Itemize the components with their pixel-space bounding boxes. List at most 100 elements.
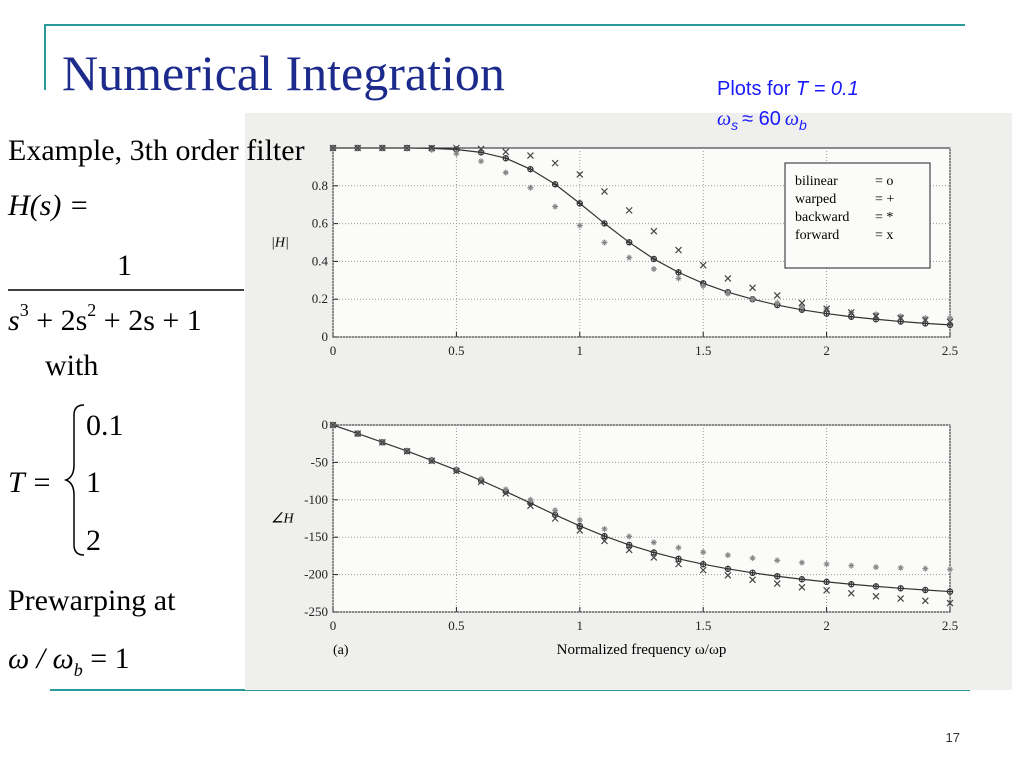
marker-cross xyxy=(921,597,929,605)
marker-star xyxy=(947,566,953,573)
marker-plus xyxy=(724,565,731,572)
x-tick-label: 1 xyxy=(577,618,584,633)
marker-star xyxy=(774,557,781,564)
y-tick-label: -150 xyxy=(304,529,328,544)
marker-cross xyxy=(527,152,534,159)
marker-star xyxy=(453,466,460,473)
marker-plus xyxy=(626,541,633,548)
y-tick-label: 0 xyxy=(322,417,329,432)
example: Example, 3th order filter xyxy=(8,134,305,167)
note-text: Plots for xyxy=(717,78,791,100)
marker-plus xyxy=(552,181,559,188)
note-omega: ω xyxy=(785,108,799,130)
legend-label: warped xyxy=(795,192,836,207)
legend-symbol: = + xyxy=(875,192,894,207)
marker-cross xyxy=(823,586,831,594)
marker-cross xyxy=(354,144,362,152)
marker-cross xyxy=(477,478,485,486)
marker-star xyxy=(922,315,929,322)
y-tick-label: 0.8 xyxy=(312,178,328,193)
marker-plus xyxy=(502,155,509,162)
marker-star xyxy=(947,315,953,322)
marker-cross xyxy=(625,546,633,554)
y-tick-label: -100 xyxy=(304,492,328,507)
y-tick-label: -200 xyxy=(304,567,328,582)
marker-plus xyxy=(897,318,904,325)
marker-cross xyxy=(872,312,880,320)
marker-cross xyxy=(675,246,682,254)
marker-star xyxy=(848,562,855,569)
marker-star xyxy=(897,564,904,571)
marker-plus xyxy=(774,573,781,580)
marker-star xyxy=(502,169,509,176)
marker-star xyxy=(749,555,756,562)
marker-star xyxy=(576,222,583,229)
marker-plus xyxy=(749,569,756,576)
marker-cross xyxy=(724,274,732,282)
marker-star xyxy=(626,254,633,261)
marker-star xyxy=(552,203,559,210)
marker-cross xyxy=(798,299,806,307)
legend-symbol: = o xyxy=(875,174,893,189)
marker-cross xyxy=(773,580,781,588)
den-part: s xyxy=(8,304,20,337)
marker-cross xyxy=(699,566,707,574)
marker-cross xyxy=(378,438,386,446)
marker-star xyxy=(478,475,485,482)
marker-star xyxy=(502,486,509,493)
marker-cross xyxy=(872,592,880,600)
den-part: + 2s xyxy=(29,304,88,337)
legend-label: forward xyxy=(795,228,839,243)
marker-plus xyxy=(576,200,583,207)
marker-star xyxy=(872,311,879,318)
marker-star xyxy=(700,549,707,556)
marker-plus xyxy=(675,269,682,276)
marker-plus xyxy=(650,549,657,556)
marker-cross xyxy=(403,144,411,152)
panel-label: (a) xyxy=(333,643,349,658)
t-case: 2 xyxy=(86,524,101,557)
marker-star xyxy=(700,282,707,289)
note-sub: s xyxy=(731,117,738,133)
x-tick-label: 1.5 xyxy=(695,618,711,633)
marker-cross xyxy=(724,571,732,579)
marker-cross xyxy=(675,560,682,568)
marker-plus xyxy=(947,321,953,328)
marker-cross xyxy=(699,261,707,269)
marker-cross xyxy=(798,583,806,591)
marker-star xyxy=(626,533,633,540)
marker-cross xyxy=(452,144,460,152)
marker-star xyxy=(774,299,781,306)
marker-plus xyxy=(947,588,953,595)
x-tick-label: 0 xyxy=(330,618,337,633)
marker-cross xyxy=(378,144,386,152)
y-tick-label: 0.6 xyxy=(312,216,329,231)
marker-star xyxy=(922,565,929,572)
marker-cross xyxy=(502,148,510,156)
frame-top xyxy=(44,24,965,90)
marker-cross xyxy=(921,316,929,324)
marker-cross xyxy=(650,553,658,561)
marker-cross xyxy=(576,527,584,534)
marker-cross xyxy=(749,284,756,292)
cond-sub: b xyxy=(74,660,83,680)
marker-cross xyxy=(576,171,584,178)
t-case: 1 xyxy=(86,466,101,499)
x-tick-label: 2.5 xyxy=(942,343,958,358)
marker-plus xyxy=(675,555,682,562)
series-line xyxy=(332,424,951,593)
transfer-lhs: H(s) = xyxy=(7,189,89,222)
note-approx: ≈ 60 xyxy=(742,108,781,130)
marker-cross xyxy=(946,318,954,326)
marker-cross xyxy=(452,467,460,475)
marker-plus xyxy=(700,561,707,568)
marker-star xyxy=(724,552,731,559)
marker-plus xyxy=(478,149,485,156)
body-text: Example, 3th order filter H(s) = 1 s3 + … xyxy=(7,134,305,680)
marker-star xyxy=(872,564,879,571)
marker-star xyxy=(724,290,731,297)
y-tick-label: 0.4 xyxy=(312,253,329,268)
marker-cross xyxy=(403,447,411,455)
